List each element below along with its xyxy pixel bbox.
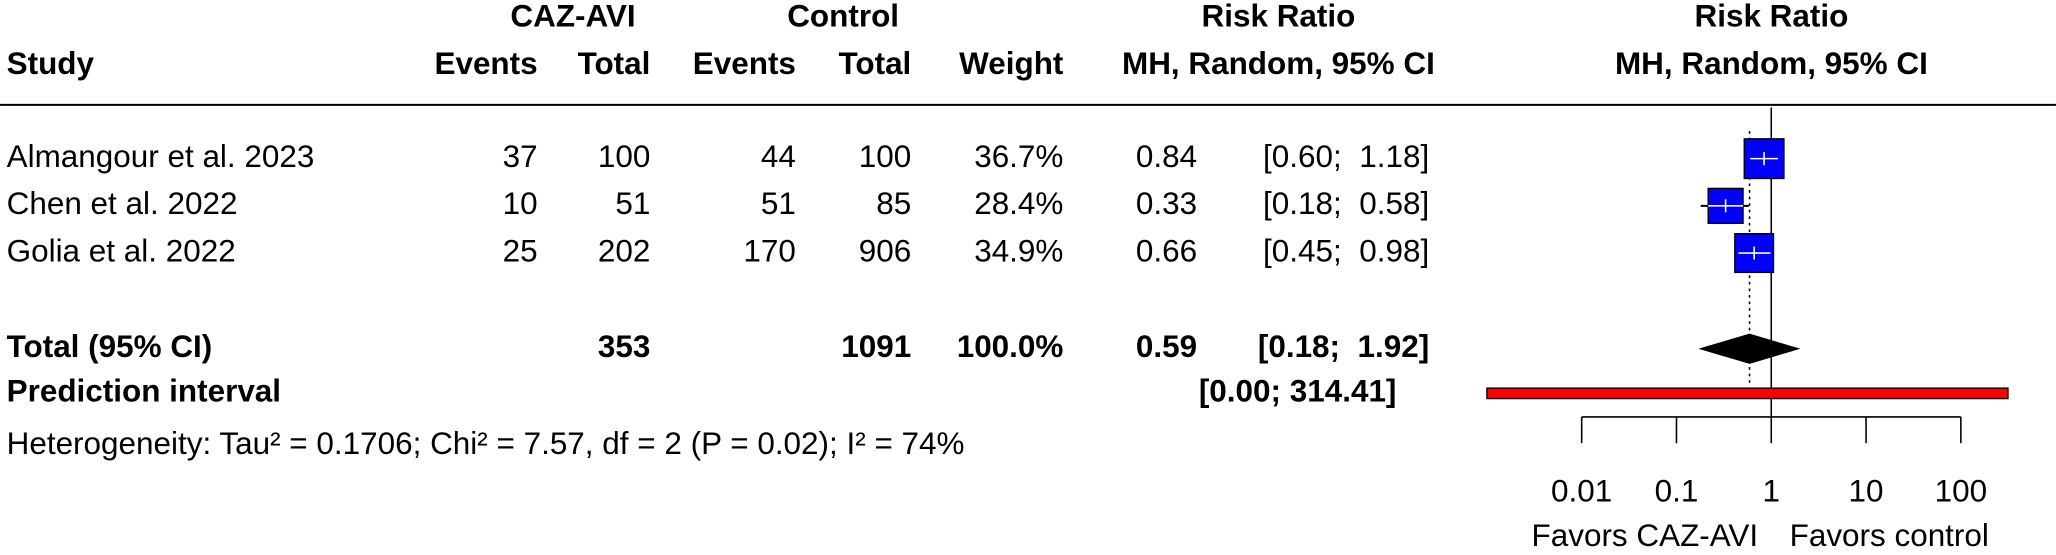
cell-text: 100 [859,139,911,174]
cell-text: 51 [761,186,796,221]
cell-text: 85 [876,186,911,221]
header: Risk Ratio [1202,0,1356,34]
cell-text: 100.0% [957,329,1064,364]
header: Total [578,46,651,81]
cell-text: 34.9% [974,233,1063,268]
x-tick-label: 0.1 [1655,473,1699,508]
x-tick-label: 0.01 [1551,473,1612,508]
cell-text: 28.4% [974,186,1063,221]
cell-text: 906 [859,233,911,268]
pooled-diamond [1698,333,1801,364]
cell-text: 36.7% [974,139,1063,174]
cell-text: 100 [598,139,650,174]
cell-text: Prediction interval [7,374,281,409]
cell-text: 0.33 [1136,186,1197,221]
cell-text: 0.84 [1136,139,1197,174]
cell-text: 202 [598,233,650,268]
cell-text: 10 [503,186,538,221]
heterogeneity: Heterogeneity: Tau² = 0.1706; Chi² = 7.5… [7,426,965,461]
cell-text: 37 [503,139,538,174]
cell-text: 0.66 [1136,233,1197,268]
header: Events [693,46,796,81]
cell-text: [0.18; 1.92] [1258,329,1429,364]
favors-left: Favors CAZ-AVI [1532,518,1759,553]
cell-text: 44 [761,139,796,174]
header: CAZ-AVI [510,0,635,34]
header: MH, Random, 95% CI [1615,46,1928,81]
cell-text: Total (95% CI) [7,329,213,364]
header: Weight [959,46,1064,81]
cell-text: 353 [598,329,650,364]
cell-text: Golia et al. 2022 [7,233,236,268]
prediction-bar [1486,387,2009,400]
cell-text: [0.45; 0.98] [1263,233,1429,268]
header: Events [434,46,537,81]
cell-text: 51 [615,186,650,221]
x-tick-label: 10 [1849,473,1884,508]
cell-text: [0.00; 314.41] [1199,374,1397,409]
cell-text: 1091 [841,329,911,364]
cell-text: 0.59 [1136,329,1197,364]
header: Total [839,46,912,81]
favors-right: Favors control [1790,518,1989,553]
x-tick-label: 1 [1763,473,1781,508]
header: MH, Random, 95% CI [1122,46,1435,81]
cell-text: Almangour et al. 2023 [7,139,315,174]
cell-text: 170 [743,233,795,268]
cell-text: 25 [503,233,538,268]
cell-text: Chen et al. 2022 [7,186,238,221]
header: Study [7,46,95,81]
header: Risk Ratio [1695,0,1849,34]
x-tick-label: 100 [1935,473,1987,508]
cell-text: [0.60; 1.18] [1263,139,1429,174]
header: Control [787,0,899,34]
cell-text: [0.18; 0.58] [1263,186,1429,221]
